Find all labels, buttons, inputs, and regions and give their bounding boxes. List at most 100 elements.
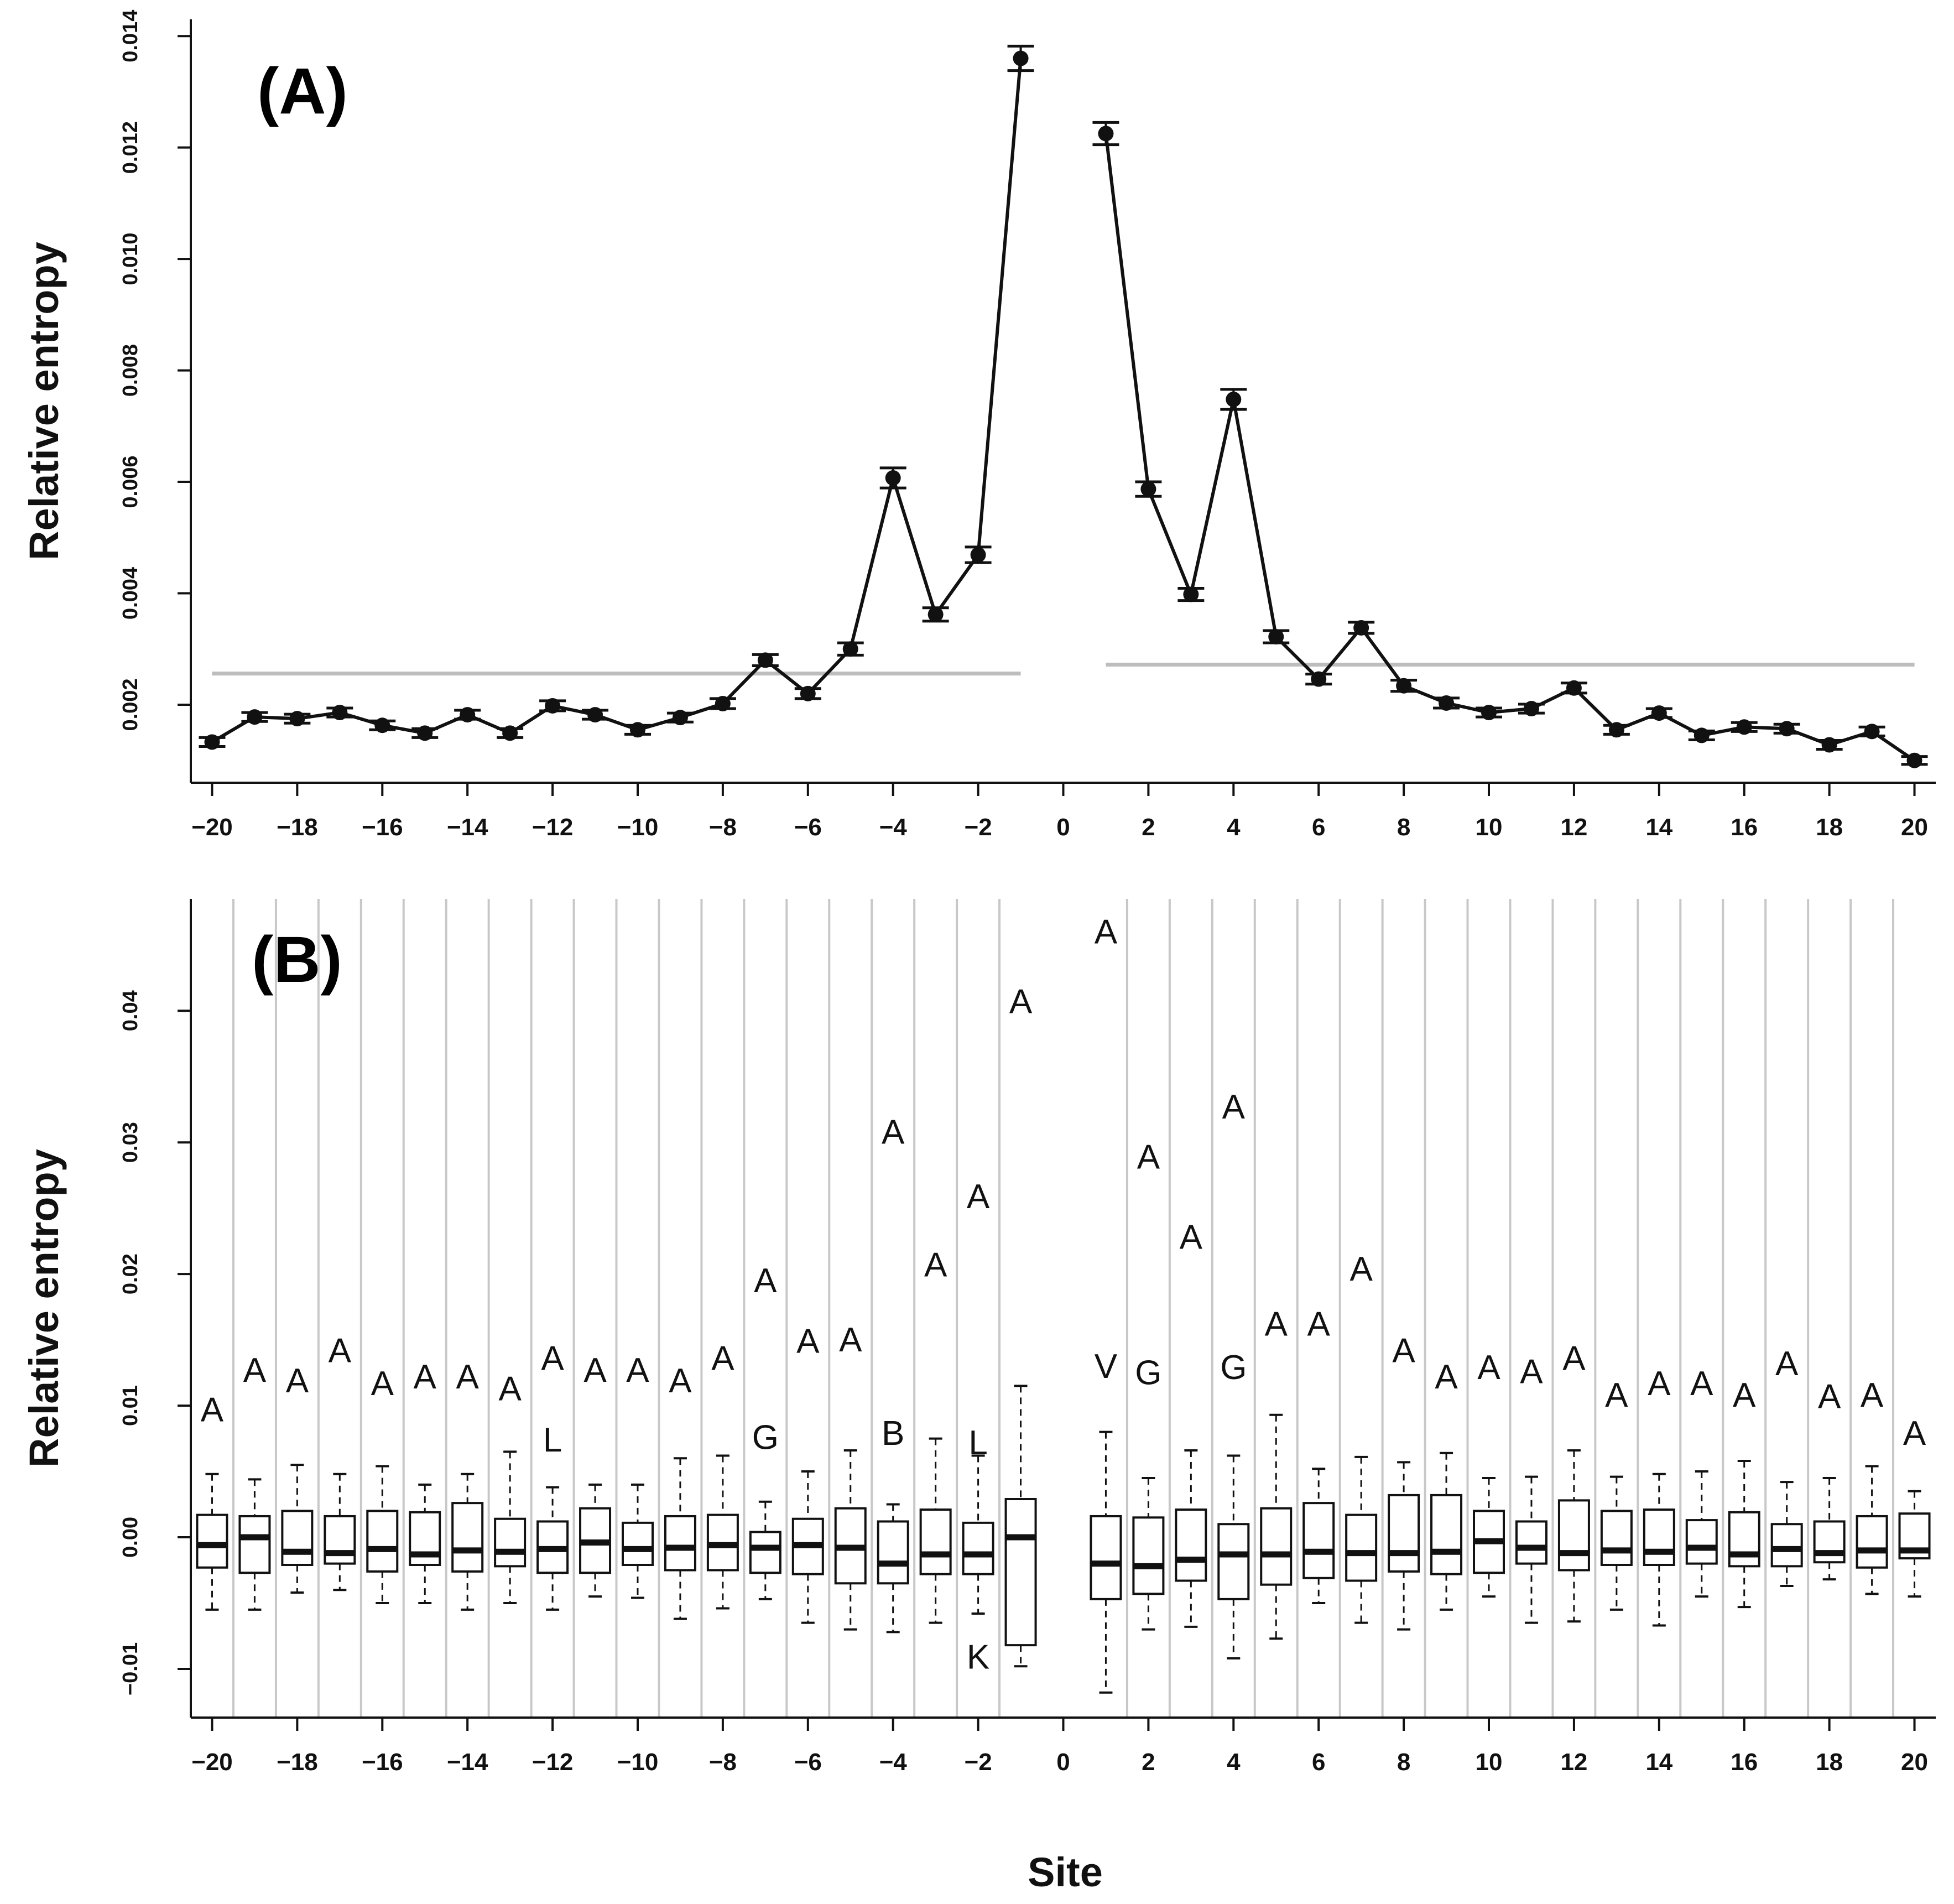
- panel-a-label: (A): [257, 55, 348, 128]
- panel-b-x-tick-label: −8: [709, 1749, 737, 1776]
- outlier-letter-label: A: [1818, 1378, 1841, 1416]
- panel-a-y-tick-label: 0.006: [119, 456, 142, 508]
- outlier-letter-label: A: [1265, 1305, 1288, 1344]
- outlier-letter-label: A: [243, 1351, 267, 1390]
- data-point: [1140, 481, 1156, 497]
- box: [324, 1515, 356, 1565]
- box: [281, 1510, 314, 1566]
- data-point: [1608, 722, 1624, 738]
- data-point: [460, 707, 476, 723]
- outlier-letter-label: G: [1220, 1349, 1247, 1387]
- panel-a-x-tick-label: −10: [617, 814, 659, 841]
- outlier-letter-label: A: [1392, 1331, 1415, 1370]
- data-point: [800, 685, 816, 701]
- panel-b-x-tick-label: 14: [1645, 1749, 1672, 1776]
- data-point: [1779, 721, 1795, 737]
- data-point: [715, 695, 731, 711]
- data-point: [757, 652, 773, 668]
- panel-a-x-tick-label: 10: [1476, 814, 1503, 841]
- data-point: [1694, 727, 1710, 743]
- panel-b-x-tick-label: −2: [965, 1749, 992, 1776]
- outlier-letter-label: A: [1435, 1358, 1458, 1396]
- box: [1557, 1499, 1590, 1572]
- box: [1217, 1523, 1250, 1600]
- outlier-letter-label: A: [1861, 1376, 1884, 1414]
- box: [1856, 1515, 1888, 1569]
- panel-b-y-axis-title: Relative entropy: [21, 1149, 67, 1468]
- panel-b-x-tick-label: 20: [1901, 1749, 1928, 1776]
- panel-b-x-tick-label: 8: [1397, 1749, 1410, 1776]
- outlier-letter-label: L: [968, 1424, 987, 1462]
- data-point: [1566, 680, 1582, 696]
- outlier-letter-label: A: [1137, 1138, 1160, 1177]
- panel-b-x-tick-label: −6: [794, 1749, 822, 1776]
- panel-b-x-tick-label: 0: [1056, 1749, 1070, 1776]
- outlier-letter-label: V: [1095, 1348, 1118, 1386]
- data-point: [928, 606, 944, 622]
- data-point: [970, 547, 986, 563]
- box: [1175, 1508, 1207, 1582]
- panel-a-x-tick-label: −6: [794, 814, 822, 841]
- outlier-letter-label: A: [329, 1331, 352, 1370]
- panel-a-x-tick-label: 12: [1560, 814, 1587, 841]
- panel-a-x-tick-label: −12: [532, 814, 574, 841]
- panel-b-y-tick-label: 0.02: [119, 1253, 142, 1294]
- panel-b-x-tick-label: −20: [191, 1749, 233, 1776]
- data-point: [1906, 752, 1922, 768]
- box: [1685, 1519, 1718, 1565]
- panel-a-x-tick-label: −14: [447, 814, 488, 841]
- outlier-letter-label: A: [1477, 1349, 1500, 1387]
- data-point: [417, 725, 433, 741]
- data-point: [1439, 695, 1455, 711]
- data-point: [545, 698, 561, 714]
- outlier-letter-label: A: [1605, 1376, 1628, 1414]
- panel-a-y-tick-label: 0.002: [119, 678, 142, 731]
- box: [1430, 1494, 1463, 1575]
- outlier-letter-label: B: [882, 1414, 904, 1453]
- box: [1388, 1494, 1420, 1573]
- box: [1345, 1513, 1378, 1582]
- panel-a-y-tick-label: 0.014: [119, 10, 142, 63]
- outlier-letter-label: A: [1095, 913, 1118, 951]
- outlier-letter-label: A: [371, 1365, 394, 1403]
- panel-a-x-tick-label: 6: [1312, 814, 1325, 841]
- outlier-letter-label: A: [1733, 1376, 1756, 1414]
- box: [877, 1520, 909, 1585]
- panel-b-x-tick-label: 4: [1227, 1749, 1241, 1776]
- outlier-letter-label: A: [669, 1362, 692, 1400]
- panel-a-x-tick-label: −18: [277, 814, 318, 841]
- panel-b-x-tick-label: −4: [879, 1749, 908, 1776]
- panel-a-x-tick-label: 18: [1816, 814, 1843, 841]
- data-point: [1864, 724, 1880, 740]
- outlier-letter-label: A: [839, 1321, 862, 1359]
- box: [451, 1502, 484, 1573]
- box: [196, 1513, 228, 1569]
- panel-a-y-axis-title: Relative entropy: [21, 242, 67, 560]
- panel-b-y-tick-label: −0.01: [119, 1642, 142, 1695]
- data-point: [204, 734, 220, 750]
- data-point: [1311, 671, 1327, 687]
- data-point: [247, 709, 263, 725]
- panel-b-x-tick-label: 10: [1476, 1749, 1503, 1776]
- box: [1515, 1520, 1547, 1565]
- box: [1813, 1520, 1846, 1564]
- data-point: [289, 711, 305, 727]
- data-point: [587, 707, 603, 723]
- panel-a-x-tick-label: −8: [709, 814, 737, 841]
- data-point: [672, 710, 688, 726]
- data-point: [1013, 50, 1029, 66]
- panel-a-x-tick-label: −4: [879, 814, 908, 841]
- panel-b-x-tick-label: 18: [1816, 1749, 1843, 1776]
- data-point: [1736, 719, 1752, 735]
- data-point: [885, 470, 901, 486]
- x-axis-title: Site: [1028, 1849, 1103, 1895]
- panel-a-y-tick-label: 0.004: [119, 567, 142, 620]
- outlier-letter-label: A: [796, 1323, 820, 1361]
- panel-a-x-tick-label: 16: [1731, 814, 1758, 841]
- outlier-letter-label: A: [286, 1362, 309, 1400]
- outlier-letter-label: A: [1775, 1345, 1799, 1383]
- data-point: [629, 722, 645, 738]
- data-point: [1651, 705, 1667, 721]
- series-line: [211, 58, 1023, 744]
